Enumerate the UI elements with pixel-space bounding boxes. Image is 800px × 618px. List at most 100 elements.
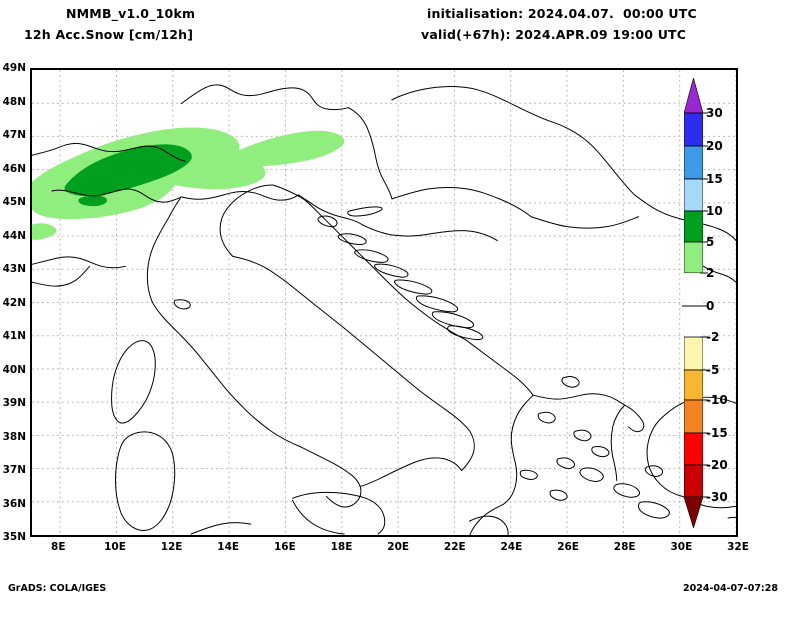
- border-croatia-hungary: [361, 224, 498, 242]
- border-austria: [180, 84, 349, 111]
- y-axis-tick-41n: 41N: [2, 330, 26, 342]
- x-axis-tick-26e: 26E: [557, 541, 579, 553]
- coast-greece-north: [532, 393, 626, 406]
- x-axis-tick-18e: 18E: [330, 541, 353, 553]
- colorbar-band-5-10: [684, 210, 703, 243]
- y-axis-tick-40n: 40N: [2, 363, 26, 376]
- colorbar-cap-bottom: [684, 496, 703, 528]
- y-axis-tick-49n: 49N: [2, 62, 26, 74]
- coast-italy-west: [146, 196, 301, 448]
- coast-sardinia: [115, 431, 176, 532]
- coast-albania-greece-west: [502, 394, 534, 505]
- coast-aegean-west: [610, 404, 626, 481]
- colorbar-label-20: 20: [706, 139, 723, 153]
- colorbar-swatches: [684, 78, 703, 528]
- border-austria-hungary: [347, 107, 393, 200]
- y-axis-tick-38n: 38N: [2, 430, 26, 443]
- colorbar-band-2-5: [684, 241, 703, 274]
- coast-italy-south: [299, 446, 362, 508]
- y-axis-tick-36n: 36N: [2, 497, 26, 510]
- colorbar-tickmark-20: [700, 145, 708, 147]
- coast-venice: [272, 184, 311, 206]
- colorbar-band-0-2: [684, 273, 703, 306]
- colorbar-tickmark-2: [700, 272, 708, 274]
- colorbar-tickmark-m30: [700, 496, 708, 498]
- x-axis-tick-20e: 20E: [387, 541, 410, 553]
- y-axis-tick-48n: 48N: [2, 95, 26, 108]
- valid-time-label: valid(+67h): 2024.APR.09 19:00 UTC: [421, 27, 687, 42]
- initialisation-label: initialisation: 2024.04.07. 00:00 UTC: [427, 6, 697, 21]
- x-axis-tick-14e: 14E: [217, 541, 240, 553]
- colorbar-cap-top: [684, 78, 703, 114]
- coast-tunisia: [190, 522, 252, 535]
- y-axis-tick-37n: 37N: [2, 464, 26, 476]
- y-axis-tick-45n: 45N: [2, 196, 26, 208]
- coast-france-south: [32, 265, 91, 287]
- border-hungary-east: [391, 186, 532, 218]
- coast-chalkidiki: [624, 404, 645, 433]
- x-axis-tick-16e: 16E: [273, 541, 296, 553]
- colorbar-label-m2: -2: [706, 330, 720, 344]
- x-axis-tick-24e: 24E: [500, 541, 523, 553]
- y-axis-tick-39n: 39N: [2, 397, 26, 409]
- colorbar-band-m5-m2: [684, 336, 703, 371]
- x-axis-tick-30e: 30E: [670, 541, 693, 553]
- grads-credit-label: GrADS: COLA/IGES: [8, 583, 107, 594]
- lake-balaton: [347, 206, 383, 217]
- snow-contour-2cm: [32, 127, 345, 220]
- border-romania-north: [391, 86, 552, 123]
- colorbar-tickmark-m5: [700, 369, 708, 371]
- x-axis-tick-10e: 10E: [104, 541, 126, 553]
- colorbar-band-m20-m15: [684, 432, 703, 466]
- y-axis-tick-42n: 42N: [2, 296, 26, 309]
- colorbar-band-15-20: [684, 145, 703, 180]
- colorbar-tickmark-15: [700, 178, 708, 180]
- coast-france-ligurian: [32, 256, 126, 269]
- x-axis-tick-28e: 28E: [613, 541, 636, 553]
- colorbar-band-m15-m10: [684, 399, 703, 434]
- y-axis-tick-35n: 35N: [2, 531, 26, 543]
- colorbar-label-m10: -10: [706, 393, 728, 407]
- colorbar-label-0: 0: [706, 299, 715, 313]
- coast-italy-ne: [219, 184, 274, 257]
- snow-contour-5cm-nub: [78, 195, 108, 207]
- colorbar-band-10-15: [684, 178, 703, 212]
- x-axis-tick-22e: 22E: [443, 541, 466, 553]
- colorbar-band-m30-m20: [684, 464, 703, 498]
- colorbar-tickmark-m2: [700, 336, 708, 338]
- x-axis-tick-12e: 12E: [160, 541, 183, 553]
- x-axis-tick-32e: 32E: [727, 541, 749, 553]
- colorbar-tickmark-30: [700, 112, 708, 114]
- x-axis-tick-8e: 8E: [51, 541, 66, 553]
- colorbar-label-30: 30: [706, 106, 723, 120]
- colorbar-label-m20: -20: [706, 458, 728, 472]
- border-austria-south: [180, 190, 299, 201]
- coastline-and-borders: [32, 84, 736, 535]
- colorbar-tickmark-5: [700, 241, 708, 243]
- coast-sicily: [292, 491, 386, 535]
- coast-montenegro: [465, 339, 534, 396]
- colorbar-tickmark-10: [700, 210, 708, 212]
- colorbar-tickmark-0: [682, 305, 708, 307]
- map-canvas: [32, 70, 736, 535]
- colorbar-label-m15: -15: [706, 426, 728, 440]
- border-swiss-italy: [51, 188, 182, 203]
- colorbar-tickmark-m15: [700, 432, 708, 434]
- snow-accumulation-field: [32, 127, 345, 240]
- render-timestamp: 2024-04-07-07:28: [683, 583, 778, 594]
- coast-italy-east: [232, 255, 475, 472]
- colorbar-band-m2-0: [684, 306, 703, 337]
- aegean-islands: [519, 376, 670, 519]
- colorbar-band-m10-m5: [684, 369, 703, 401]
- field-description-label: 12h Acc.Snow [cm/12h]: [24, 27, 194, 42]
- border-romania-south: [530, 216, 640, 229]
- gridlines: [32, 70, 736, 535]
- colorbar-label-15: 15: [706, 172, 723, 186]
- colorbar-label-5: 5: [706, 235, 715, 249]
- coast-turkey-aegean: [646, 402, 683, 497]
- map-plot-area: [30, 68, 738, 537]
- colorbar-label-10: 10: [706, 204, 723, 218]
- island-small-se: [727, 516, 736, 519]
- model-name-label: NMMB_v1.0_10km: [66, 6, 196, 21]
- dalmatian-islands: [317, 215, 484, 341]
